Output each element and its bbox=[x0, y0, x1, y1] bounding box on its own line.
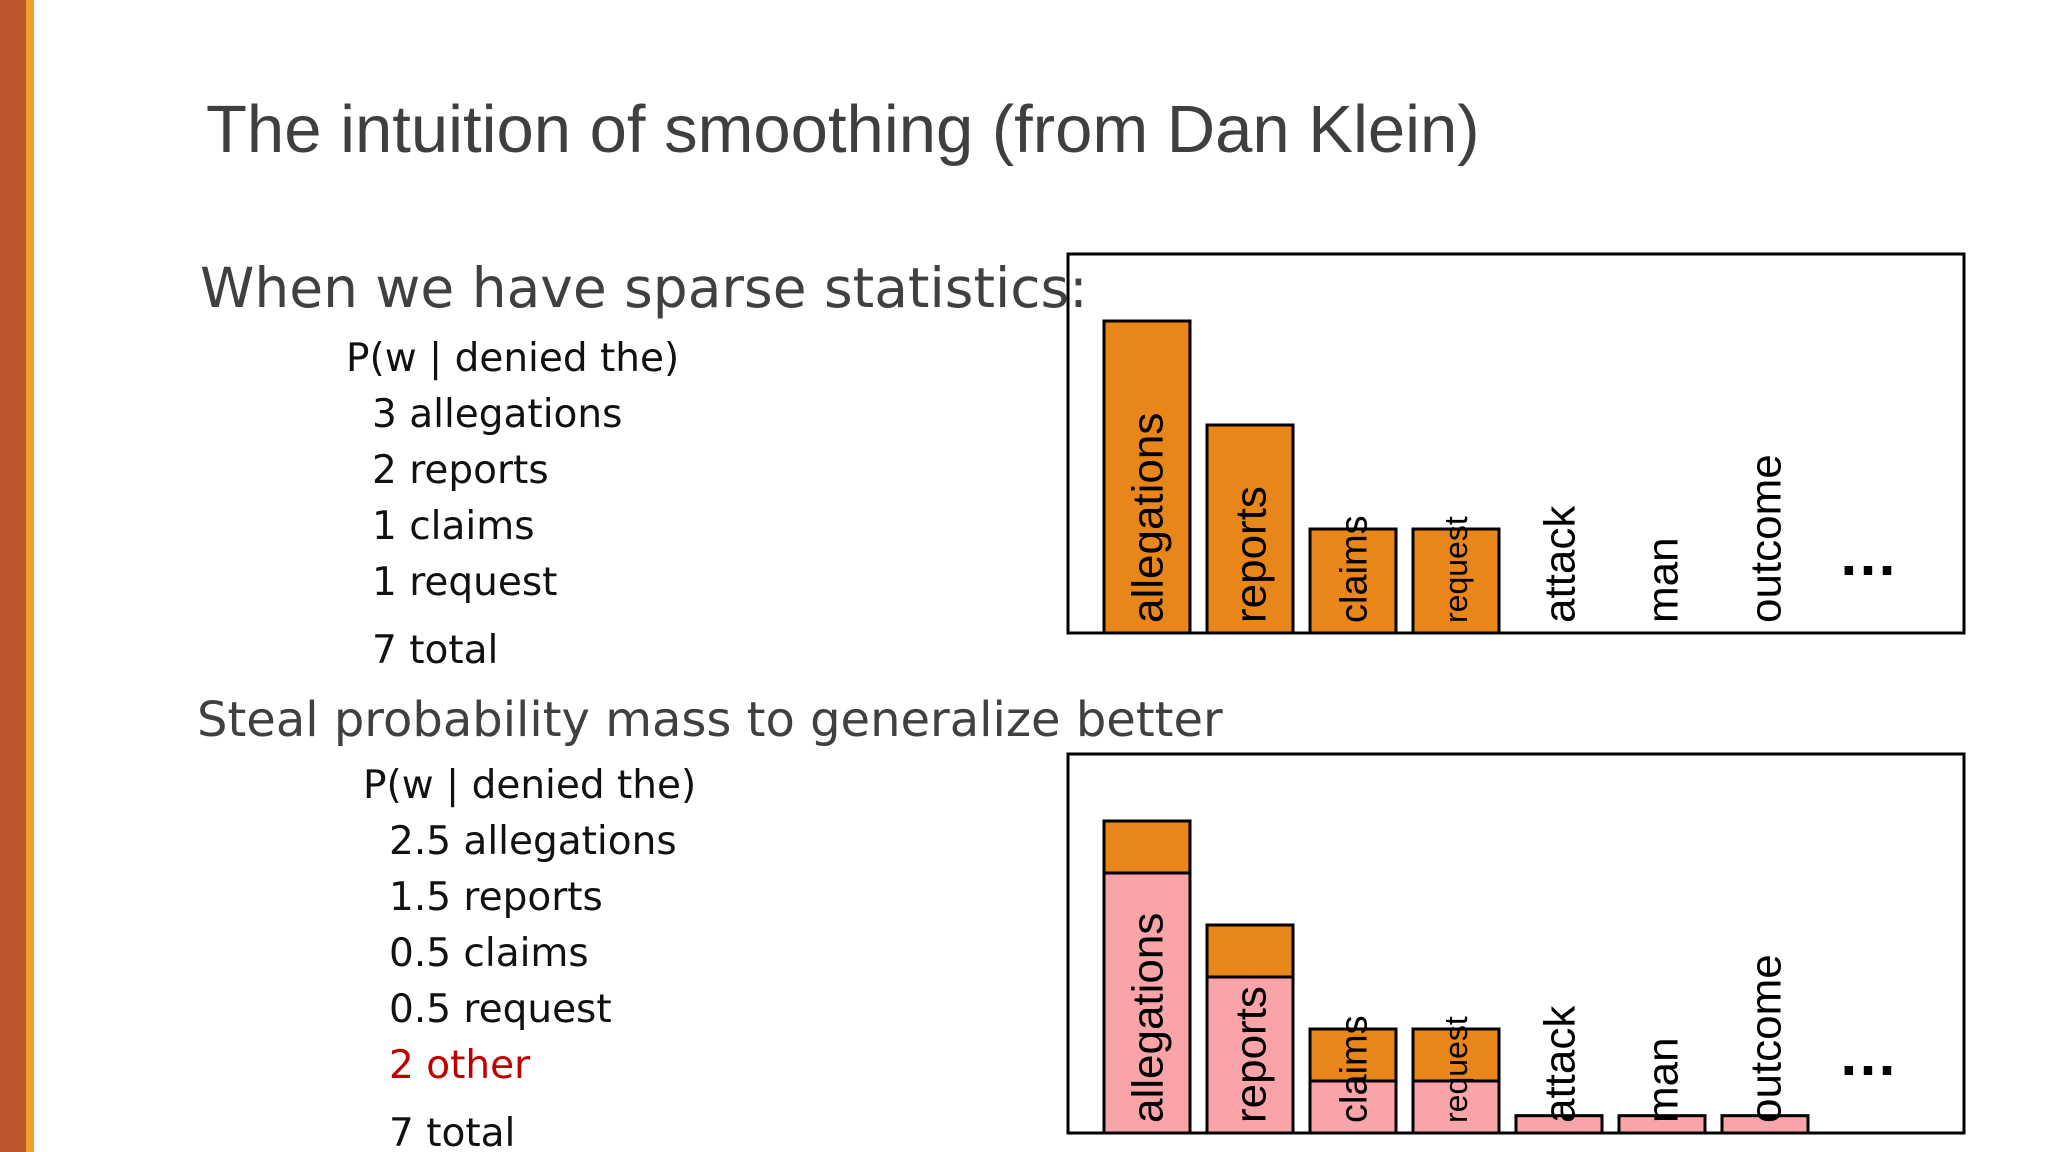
chart-frame bbox=[1066, 752, 1966, 1135]
bar-label-claims: claims bbox=[1333, 515, 1375, 623]
bar-allegations bbox=[1102, 319, 1192, 635]
bar-man-kept bbox=[1617, 1114, 1707, 1135]
count-item-request: 1 request bbox=[372, 560, 558, 605]
count-total: 7 total bbox=[372, 628, 499, 673]
count-item-claims: 0.5 claims bbox=[389, 931, 589, 976]
bar-label-outcome: outcome bbox=[1741, 454, 1790, 623]
bar-request-stolen bbox=[1411, 1027, 1501, 1083]
accent-bar bbox=[0, 0, 26, 1152]
bar-reports bbox=[1205, 423, 1295, 635]
accent-stripe bbox=[26, 0, 34, 1152]
bar-label-claims: claims bbox=[1333, 1015, 1375, 1123]
bar-claims bbox=[1308, 527, 1398, 635]
bar-label-request: request bbox=[1438, 516, 1474, 623]
bar-label-allegations: allegations bbox=[1123, 913, 1172, 1123]
bar-label-man: man bbox=[1638, 537, 1687, 623]
bar-attack-kept bbox=[1514, 1114, 1604, 1135]
count-item-reports: 1.5 reports bbox=[389, 875, 603, 920]
bar-allegations-stolen bbox=[1102, 819, 1192, 875]
bar-label-allegations: allegations bbox=[1123, 413, 1172, 623]
bar-claims-stolen bbox=[1308, 1027, 1398, 1083]
count-item-other: 2 other bbox=[389, 1043, 531, 1088]
count-total: 7 total bbox=[389, 1111, 516, 1152]
steal-mass-heading: Steal probability mass to generalize bet… bbox=[197, 692, 1223, 748]
bar-claims-kept bbox=[1308, 1079, 1398, 1135]
chart-frame bbox=[1066, 252, 1966, 635]
count-item-claims: 1 claims bbox=[372, 504, 535, 549]
bar-outcome-kept bbox=[1720, 1114, 1810, 1135]
ellipsis-mark: … bbox=[1838, 1021, 1898, 1088]
condition-label: P(w | denied the) bbox=[346, 336, 680, 381]
ellipsis-mark: … bbox=[1838, 521, 1898, 588]
bar-label-attack: attack bbox=[1535, 505, 1584, 623]
bar-request bbox=[1411, 527, 1501, 635]
bar-label-reports: reports bbox=[1226, 986, 1275, 1123]
count-item-allegations: 3 allegations bbox=[372, 392, 623, 437]
condition-label: P(w | denied the) bbox=[363, 763, 697, 808]
bar-reports-stolen bbox=[1205, 923, 1295, 979]
bar-label-man: man bbox=[1638, 1037, 1687, 1123]
bar-label-reports: reports bbox=[1226, 486, 1275, 623]
count-item-reports: 2 reports bbox=[372, 448, 549, 493]
bar-label-attack: attack bbox=[1535, 1005, 1584, 1123]
sparse-statistics-heading: When we have sparse statistics: bbox=[200, 256, 1088, 320]
slide-title: The intuition of smoothing (from Dan Kle… bbox=[206, 92, 1480, 167]
count-item-allegations: 2.5 allegations bbox=[389, 819, 677, 864]
count-item-request: 0.5 request bbox=[389, 987, 612, 1032]
bar-label-request: request bbox=[1438, 1016, 1474, 1123]
bar-label-outcome: outcome bbox=[1741, 954, 1790, 1123]
